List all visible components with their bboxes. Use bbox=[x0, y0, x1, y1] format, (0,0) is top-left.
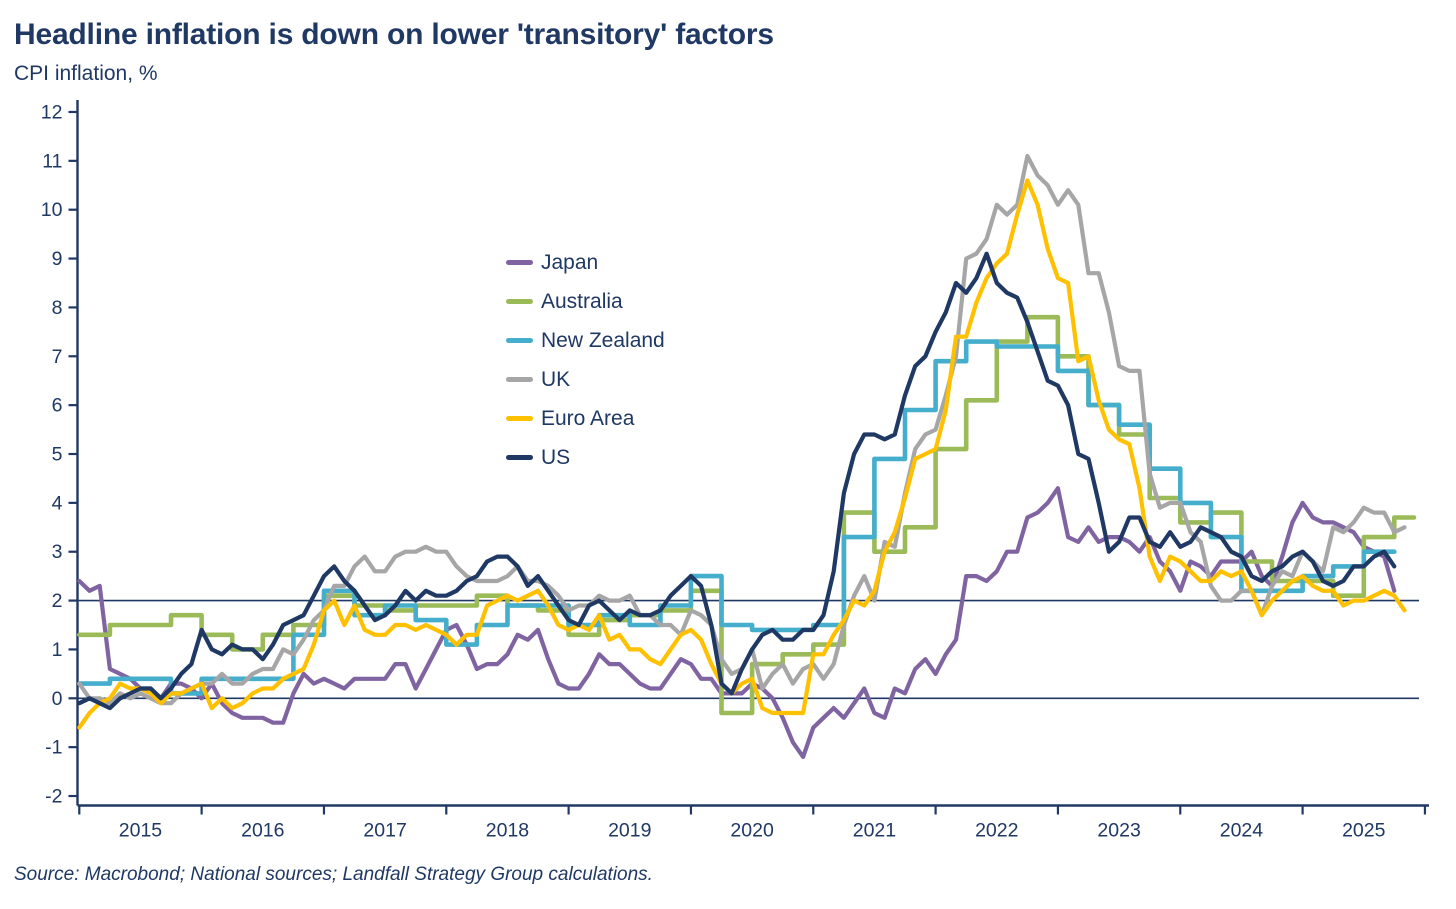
source-note: Source: Macrobond; National sources; Lan… bbox=[14, 864, 653, 885]
x-tick-label: 2024 bbox=[1220, 820, 1264, 842]
legend-label-new-zealand: New Zealand bbox=[541, 328, 665, 352]
y-tick-label: 3 bbox=[52, 541, 63, 563]
legend-swatch-uk bbox=[506, 377, 533, 382]
y-tick-label: 0 bbox=[52, 688, 63, 710]
x-tick-label: 2025 bbox=[1342, 820, 1386, 842]
series-line-uk bbox=[77, 153, 1407, 706]
legend-item-us: US bbox=[506, 438, 665, 477]
x-tick-label: 2022 bbox=[975, 820, 1018, 842]
x-tick-label: 2021 bbox=[853, 820, 896, 842]
legend-label-australia: Australia bbox=[541, 289, 623, 313]
x-tick-label: 2016 bbox=[241, 820, 284, 842]
y-tick-label: 9 bbox=[52, 248, 63, 270]
legend-item-new-zealand: New Zealand bbox=[506, 321, 665, 360]
chart-legend: Japan Australia New Zealand UK Euro Area… bbox=[506, 243, 665, 477]
y-tick-label: 2 bbox=[52, 590, 63, 612]
legend-item-japan: Japan bbox=[506, 243, 665, 282]
y-tick-label: 8 bbox=[52, 297, 63, 319]
series-line-new-zealand bbox=[77, 339, 1397, 696]
series-line-japan bbox=[77, 486, 1397, 760]
x-tick-label: 2019 bbox=[608, 820, 651, 842]
x-tick-label: 2018 bbox=[486, 820, 529, 842]
y-tick-label: 7 bbox=[52, 346, 63, 368]
y-tick-label: 1 bbox=[52, 639, 63, 661]
legend-swatch-new-zealand bbox=[506, 338, 533, 343]
series-line-us bbox=[77, 251, 1397, 711]
legend-swatch-euro-area bbox=[506, 416, 533, 421]
x-tick-label: 2015 bbox=[119, 820, 163, 842]
legend-label-uk: UK bbox=[541, 367, 571, 391]
y-tick-label: -1 bbox=[45, 737, 62, 759]
y-tick-label: 12 bbox=[41, 101, 63, 123]
y-tick-label: 10 bbox=[41, 199, 63, 221]
x-tick-label: 2017 bbox=[363, 820, 406, 842]
y-tick-label: 4 bbox=[52, 492, 63, 514]
legend-item-australia: Australia bbox=[506, 282, 665, 321]
legend-item-uk: UK bbox=[506, 360, 665, 399]
y-tick-label: 11 bbox=[42, 150, 62, 172]
page-title: Headline inflation is down on lower 'tra… bbox=[14, 18, 774, 51]
y-tick-label: -2 bbox=[45, 786, 62, 808]
y-tick-label: 6 bbox=[52, 395, 63, 417]
x-tick-label: 2023 bbox=[1097, 820, 1140, 842]
legend-swatch-japan bbox=[506, 260, 533, 265]
y-tick-label: 5 bbox=[52, 444, 63, 466]
legend-label-euro-area: Euro Area bbox=[541, 406, 635, 430]
legend-item-euro-area: Euro Area bbox=[506, 399, 665, 438]
legend-label-japan: Japan bbox=[541, 250, 599, 274]
legend-label-us: US bbox=[541, 445, 571, 469]
x-tick-label: 2020 bbox=[730, 820, 774, 842]
legend-swatch-us bbox=[506, 455, 533, 460]
chart-subtitle: CPI inflation, % bbox=[14, 62, 158, 85]
series-line-euro-area bbox=[77, 178, 1407, 730]
legend-swatch-australia bbox=[506, 299, 533, 304]
